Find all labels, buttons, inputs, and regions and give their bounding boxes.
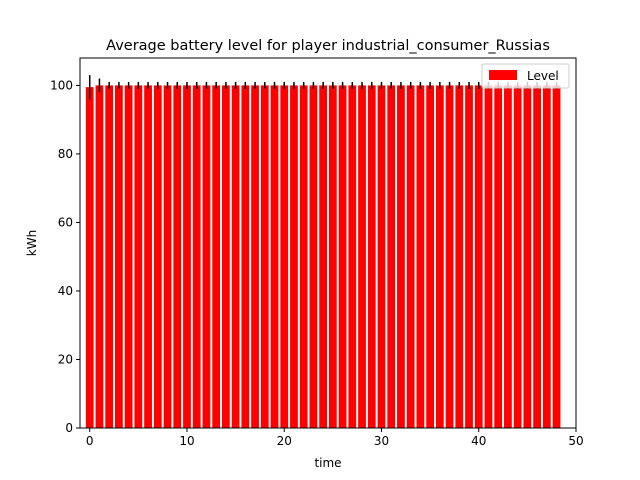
bar bbox=[251, 85, 259, 428]
chart-title: Average battery level for player industr… bbox=[106, 38, 550, 54]
plot-frame bbox=[79, 57, 577, 429]
legend-label-level: Level bbox=[527, 69, 559, 83]
bar bbox=[367, 85, 376, 428]
bar bbox=[202, 85, 211, 428]
bar bbox=[134, 85, 143, 428]
bar bbox=[406, 85, 415, 428]
bar bbox=[387, 85, 396, 428]
bar bbox=[280, 85, 289, 428]
x-tick-label: 50 bbox=[568, 434, 583, 448]
bar bbox=[465, 85, 473, 428]
bar bbox=[192, 85, 201, 428]
bar bbox=[115, 85, 123, 428]
bar bbox=[416, 85, 425, 428]
bar bbox=[397, 85, 405, 428]
bar bbox=[260, 85, 269, 428]
bar bbox=[338, 85, 347, 428]
y-tick-label: 20 bbox=[58, 352, 73, 366]
x-tick-label: 20 bbox=[277, 434, 292, 448]
bar bbox=[173, 85, 182, 428]
y-tick-label: 100 bbox=[50, 78, 73, 92]
bars-layer bbox=[85, 85, 561, 429]
bar bbox=[377, 85, 386, 428]
bar bbox=[183, 85, 191, 428]
bar bbox=[153, 85, 162, 428]
bar bbox=[221, 85, 230, 428]
x-tick-label: 40 bbox=[471, 434, 486, 448]
y-tick-label: 40 bbox=[58, 284, 73, 298]
bar bbox=[513, 85, 522, 428]
bar bbox=[309, 85, 318, 428]
bar bbox=[474, 85, 483, 428]
x-tick-label: 10 bbox=[179, 434, 194, 448]
x-tick-label: 0 bbox=[86, 434, 94, 448]
bar bbox=[270, 85, 279, 428]
x-tick-label: 30 bbox=[374, 434, 389, 448]
bar bbox=[455, 85, 464, 428]
bar bbox=[552, 85, 561, 428]
bar bbox=[523, 85, 532, 428]
bar bbox=[533, 85, 541, 428]
bar bbox=[163, 85, 172, 428]
bar bbox=[231, 85, 240, 428]
y-tick-label: 60 bbox=[58, 215, 73, 229]
bar bbox=[542, 85, 551, 428]
bar bbox=[95, 85, 104, 428]
bar bbox=[426, 85, 435, 428]
y-axis-label: kWh bbox=[25, 230, 39, 256]
bar bbox=[494, 85, 503, 428]
y-tick-label: 80 bbox=[58, 147, 73, 161]
bar bbox=[328, 85, 337, 428]
bar bbox=[484, 85, 493, 428]
bar bbox=[144, 85, 152, 428]
x-axis: 0 10 20 30 40 50 bbox=[86, 428, 584, 448]
bar bbox=[445, 85, 454, 428]
y-tick-label: 0 bbox=[65, 421, 73, 435]
legend: Level bbox=[481, 63, 570, 89]
bar bbox=[290, 85, 298, 428]
bar bbox=[124, 85, 133, 428]
bar bbox=[241, 85, 250, 428]
bar bbox=[319, 85, 328, 428]
bar bbox=[105, 85, 114, 428]
y-axis: 0 20 40 60 80 100 bbox=[50, 78, 80, 435]
bar bbox=[348, 85, 357, 428]
bar bbox=[435, 85, 444, 428]
bar bbox=[85, 87, 94, 429]
bar bbox=[299, 85, 308, 428]
bar bbox=[358, 85, 366, 428]
x-axis-label: time bbox=[314, 456, 341, 470]
bar bbox=[504, 85, 512, 428]
bar bbox=[212, 85, 221, 428]
legend-swatch-level bbox=[489, 70, 517, 80]
